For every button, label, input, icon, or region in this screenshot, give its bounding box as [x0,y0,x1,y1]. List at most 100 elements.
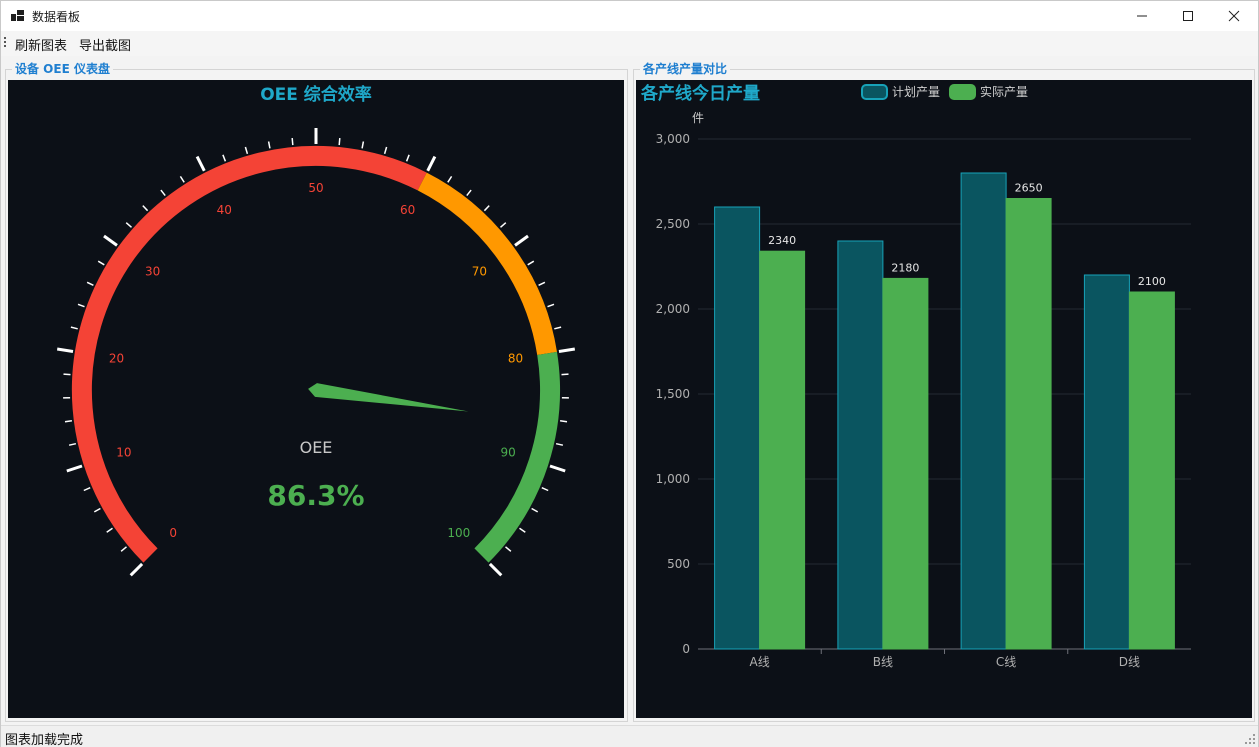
gauge-minor-tick [68,442,77,446]
legend-swatch[interactable] [861,84,888,100]
bar-actual[interactable] [1005,198,1052,650]
gauge-minor-tick [541,487,549,492]
gauge-minor-tick [267,141,271,149]
bar-data-label: 2100 [1138,275,1166,288]
oee-group-title: 设备 OEE 仪表盘 [12,62,113,76]
minimize-icon [1137,15,1147,17]
gauge-minor-tick [291,138,294,146]
production-group-box: 各产线产量对比 [633,62,1255,722]
gauge-minor-tick [338,138,341,146]
gauge-minor-tick [561,373,569,376]
status-text: 图表加载完成 [5,733,84,747]
gauge-minor-tick [64,420,72,423]
dashboard-app-icon [11,10,24,22]
gauge-tick-label: 80 [508,351,523,365]
gauge-minor-tick [538,281,546,286]
gauge-chart-area: OEE 综合效率 0 10 20 30 40 50 60 70 80 90 100 OEE 86.3% [8,80,624,718]
x-tick-label: C线 [996,655,1016,669]
gauge-band-0 [71,145,427,563]
gauge-minor-tick [505,546,512,552]
gauge-label: OEE [300,438,333,457]
gauge-tick-label: 30 [145,264,160,278]
minimize-button[interactable] [1119,1,1165,31]
gauge-minor-tick [531,507,539,513]
gauge-major-tick [129,562,144,577]
maximize-icon [1183,11,1193,21]
x-tick-label: A线 [749,655,769,669]
close-button[interactable] [1211,1,1257,31]
y-axis-label: 件 [692,111,704,125]
gauge-major-tick [558,347,576,353]
oee-group-box: 设备 OEE 仪表盘 [5,62,628,722]
gauge-minor-tick [500,222,507,228]
y-tick-label: 2,000 [656,302,690,316]
maximize-button[interactable] [1165,1,1211,31]
gauge-tick-label: 20 [109,351,124,365]
export-screenshot-menu[interactable]: 导出截图 [79,39,132,54]
gauge-major-tick [549,464,566,473]
bar-planned[interactable] [837,240,884,650]
gauge-minor-tick [361,141,365,149]
gauge-tick-label: 100 [447,526,470,540]
gauge-minor-tick [547,303,555,308]
legend-label[interactable]: 实际产量 [980,84,1028,99]
status-bar: 图表加载完成 [1,725,1258,747]
bar-planned[interactable] [714,206,761,650]
y-tick-label: 500 [667,557,690,571]
bar-data-label: 2340 [768,234,796,247]
gauge-minor-tick [527,260,535,266]
gauge-pointer [308,383,469,412]
y-tick-label: 1,000 [656,472,690,486]
gauge-major-tick [195,155,206,172]
legend-swatch[interactable] [949,84,976,100]
bar-chart-area: 各产线今日产量 计划产量 实际产量件 0 500 1,000 1,500 2,000 2,500… [636,80,1252,718]
gauge-minor-tick [519,527,526,533]
toolbar-grip[interactable] [4,37,7,50]
gauge-minor-tick [93,507,101,513]
bar-data-label: 2650 [1015,182,1043,195]
production-group-title: 各产线产量对比 [640,62,731,76]
bar-planned[interactable] [1083,274,1130,650]
gauge-tick-label: 10 [116,445,131,459]
legend-label[interactable]: 计划产量 [892,85,940,99]
oee-gauge-chart: OEE 综合效率 0 10 20 30 40 50 60 70 80 90 100 OEE 86.3% [56,84,576,577]
bar-planned[interactable] [960,172,1007,650]
gauge-minor-tick [63,373,71,376]
refresh-charts-menu[interactable]: 刷新图表 [15,39,68,54]
gauge-band-2 [474,351,560,563]
gauge-minor-tick [244,146,249,155]
gauge-minor-tick [179,175,185,183]
gauge-minor-tick [70,326,78,330]
gauge-title: OEE 综合效率 [260,84,372,105]
gauge-minor-tick [97,260,105,266]
bar-actual[interactable] [759,250,806,650]
bar-actual[interactable] [882,277,929,650]
gauge-tick-label: 50 [308,181,323,195]
gauge-minor-tick [160,189,166,197]
window-title: 数据看板 [32,10,81,24]
x-tick-label: D线 [1119,655,1140,669]
gauge-minor-tick [405,154,410,162]
gauge-tick-label: 60 [400,203,415,217]
bar-actual[interactable] [1128,291,1175,650]
x-tick-label: B线 [873,655,893,669]
y-tick-label: 2,500 [656,217,690,231]
title-bar[interactable]: 数据看板 [1,1,1258,31]
gauge-minor-tick [125,222,132,228]
gauge-minor-tick [554,326,562,330]
y-tick-label: 3,000 [656,132,690,146]
gauge-tick-label: 0 [169,526,177,540]
gauge-minor-tick [106,527,113,533]
gauge-tick-label: 90 [500,445,515,459]
y-tick-label: 1,500 [656,387,690,401]
gauge-major-tick [514,234,529,247]
gauge-minor-tick [483,205,490,212]
resize-grip-icon[interactable] [1244,733,1255,744]
gauge-minor-tick [447,175,453,183]
gauge-minor-tick [142,205,149,212]
gauge-major-tick [103,234,118,247]
gauge-minor-tick [466,189,472,197]
gauge-minor-tick [77,303,85,308]
